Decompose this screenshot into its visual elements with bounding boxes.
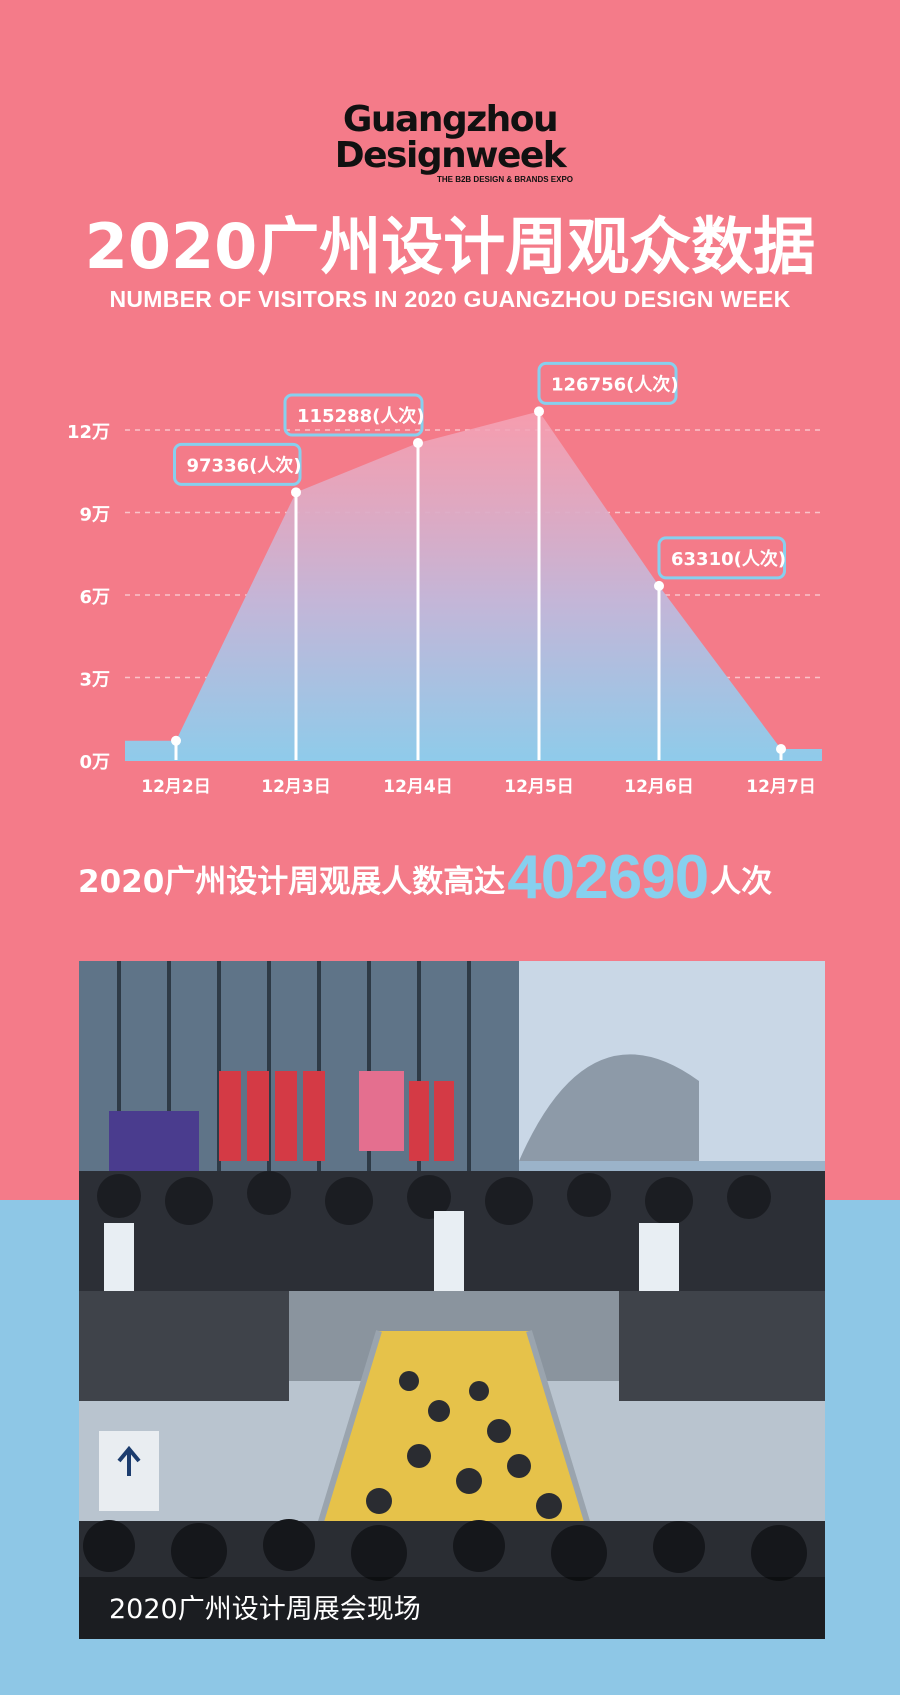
y-tick-label: 12万 bbox=[67, 422, 110, 443]
data-point bbox=[654, 580, 664, 591]
annotation-label: 63310(人次) bbox=[671, 548, 786, 570]
page-subtitle: NUMBER OF VISITORS IN 2020 GUANGZHOU DES… bbox=[109, 286, 791, 312]
x-tick-label: 12月6日 bbox=[624, 777, 694, 797]
x-tick-label: 12月3日 bbox=[261, 777, 331, 797]
total-number: 402690 bbox=[507, 843, 709, 912]
data-point bbox=[413, 437, 423, 448]
annotation-box bbox=[537, 361, 678, 405]
y-tick-label: 9万 bbox=[79, 505, 110, 526]
total-prefix: 2020广州设计周观展人数高达 bbox=[78, 864, 506, 900]
logo-line-1: Guangzhou bbox=[342, 99, 559, 140]
annotation-box bbox=[173, 442, 302, 486]
caption-bar bbox=[79, 1577, 825, 1639]
x-tick-label: 12月4日 bbox=[383, 777, 453, 797]
brand-logo: Guangzhou Designweek THE B2B DESIGN & BR… bbox=[0, 99, 900, 185]
logo-tagline: THE B2B DESIGN & BRANDS EXPO bbox=[436, 175, 574, 184]
annotation-label: 97336(人次) bbox=[187, 454, 302, 476]
x-tick-label: 12月2日 bbox=[141, 777, 211, 797]
crowd-photo-illustration bbox=[79, 961, 825, 1639]
annotation-label: 115288(人次) bbox=[297, 405, 425, 427]
data-point bbox=[171, 735, 181, 746]
x-tick-label: 12月5日 bbox=[504, 777, 574, 797]
y-tick-label: 3万 bbox=[79, 670, 110, 691]
y-tick-label: 0万 bbox=[79, 752, 110, 773]
y-tick-label: 6万 bbox=[79, 587, 110, 608]
data-point bbox=[291, 487, 301, 498]
annotation-box bbox=[283, 393, 424, 437]
x-tick-label: 12月7日 bbox=[746, 777, 816, 797]
page-title: 2020广州设计周观众数据 bbox=[84, 210, 816, 283]
event-photo: 2020广州设计周展会现场 bbox=[79, 961, 825, 1639]
annotation-label: 126756(人次) bbox=[551, 373, 679, 395]
logo-line-2: Designweek bbox=[334, 135, 567, 176]
data-point bbox=[534, 406, 544, 417]
visitor-area-chart: 0万 3万 6万 9万 12万 12月2日 12月3日 12月4日 12月5日 12月6日 12月… bbox=[67, 361, 822, 797]
photo-caption: 2020广州设计周展会现场 bbox=[109, 1594, 421, 1625]
area-series bbox=[125, 411, 822, 760]
total-visitors: 2020广州设计周观展人数高达402690人次 bbox=[78, 842, 772, 913]
annotation-box bbox=[657, 536, 786, 580]
total-suffix: 人次 bbox=[710, 864, 773, 900]
data-point bbox=[776, 744, 786, 754]
